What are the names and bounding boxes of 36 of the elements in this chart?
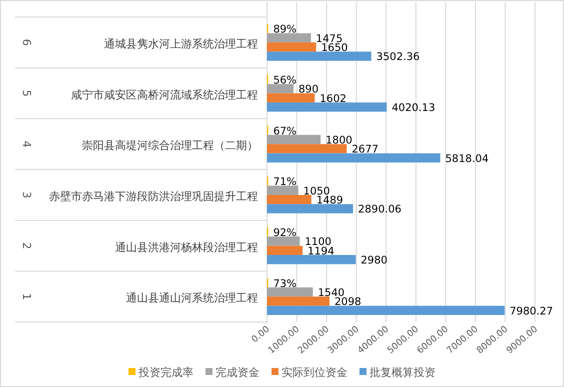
text: 3 [20,191,33,198]
y-tick-label: 通山县通山河系统治理工程 [126,292,258,305]
legend-label: 实际到位资金 [282,366,348,379]
text: 1 [20,293,33,300]
data-label: 5818.04 [445,152,489,165]
y-tick-label: 通山县洪港河杨林段治理工程 [115,240,258,254]
data-label: 56% [273,74,297,86]
data-label: 4020.13 [392,102,436,114]
y-tick-label: 通城县隽水河上游系统治理工程 [104,37,258,50]
data-label: 1650 [321,42,348,54]
y-tick-label: 崇阳县高堤河综合治理工程（二期） [82,139,258,152]
data-label: 89% [273,24,297,36]
data-label: 2677 [352,144,378,156]
data-label: 2098 [334,296,362,308]
y-tick-label: 咸宁市咸安区高桥河流域系统治理工程 [71,88,258,102]
data-label: 73% [273,278,297,290]
data-label: 2980 [360,254,388,267]
data-label: 71% [273,176,297,188]
legend-label: 投资完成率 [138,366,194,379]
data-label: 1194 [308,245,335,258]
text: 6 [20,38,33,46]
legend-label: 完成资金 [216,366,260,379]
y-tick-label: 赤壁市赤马港下游段防洪治理巩固提升工程 [49,190,258,203]
data-label: 3502.36 [376,51,420,64]
data-label: 890 [298,84,319,96]
data-label: 7980.27 [510,305,554,318]
data-label: 1489 [316,194,344,207]
text: 5 [20,90,33,97]
data-label: 67% [273,125,297,138]
text: 2 [20,242,33,250]
data-label: 92% [273,226,297,239]
text: 4 [20,140,33,148]
data-label: 2890.06 [358,204,402,216]
data-label: 1800 [326,134,352,146]
data-label: 1602 [320,92,346,105]
legend-label: 批复概算投资 [370,366,436,379]
